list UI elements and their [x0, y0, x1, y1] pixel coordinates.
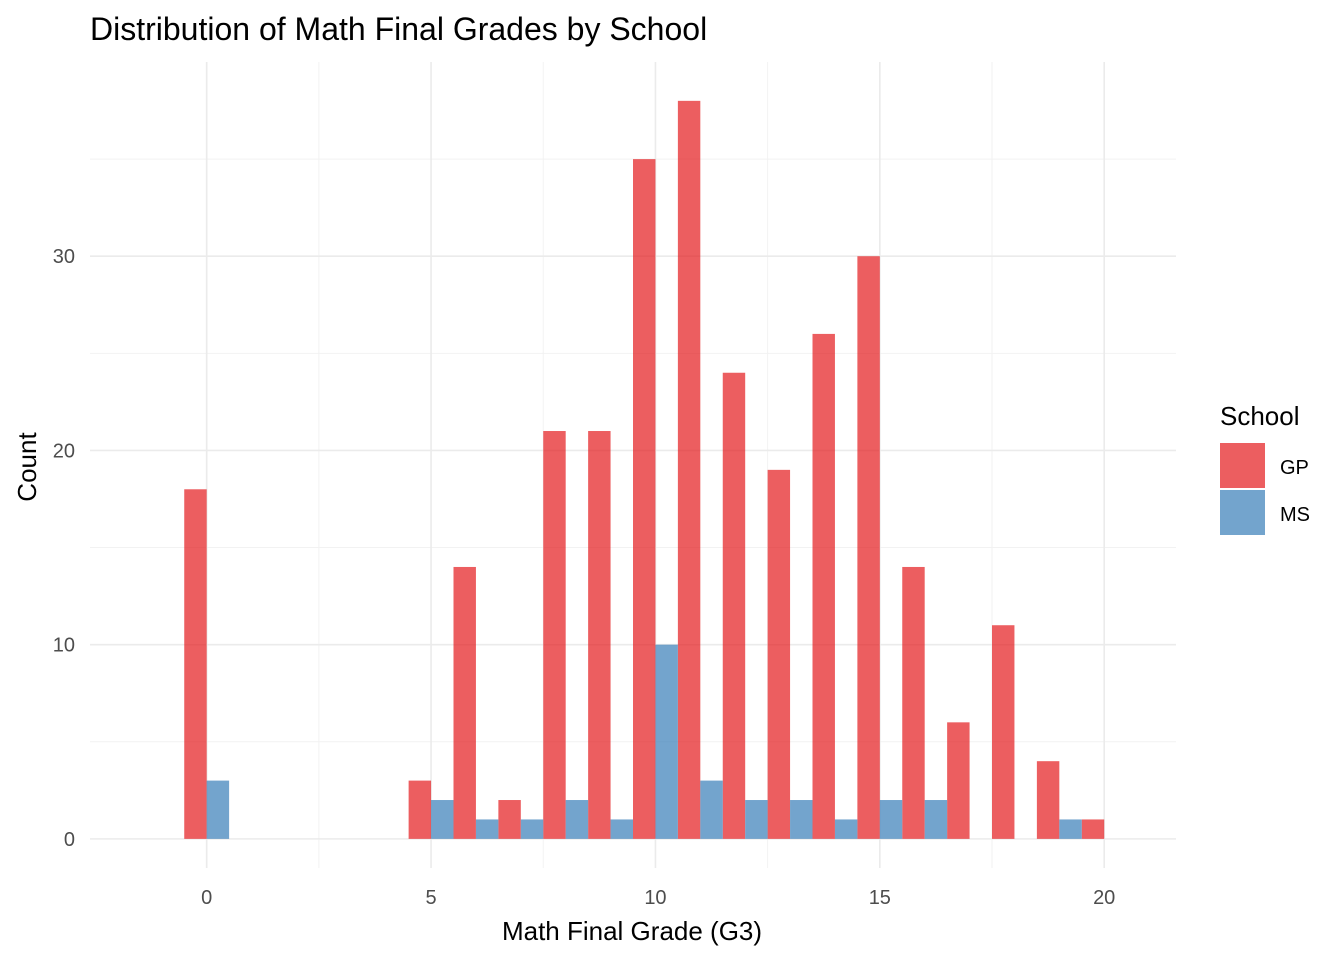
bar-gp-grade-14	[812, 333, 835, 839]
x-axis-label: Math Final Grade (G3)	[502, 916, 762, 946]
bar-gp-grade-8	[543, 431, 566, 839]
legend-key-gp	[1220, 443, 1265, 488]
x-tick-label: 10	[644, 887, 666, 909]
bar-ms-grade-19	[1059, 819, 1082, 839]
bar-ms-grade-14	[834, 819, 858, 839]
bar-ms-grade-0	[206, 780, 230, 839]
bar-gp-grade-19	[1036, 761, 1060, 839]
x-axis-ticks: 0 5 10 15 20	[201, 887, 1115, 909]
bar-ms-grade-8	[565, 800, 589, 839]
bars	[184, 100, 1105, 839]
bar-gp-grade-13	[767, 469, 791, 839]
bar-ms-grade-13	[790, 800, 813, 839]
bar-gp-grade-0	[184, 489, 207, 839]
bar-gp-grade-17	[947, 722, 970, 839]
y-tick-label: 0	[64, 829, 75, 851]
bar-gp-grade-12	[722, 372, 746, 839]
x-tick-label: 5	[425, 887, 436, 909]
bar-gp-grade-16	[902, 566, 925, 839]
bar-gp-grade-20	[1081, 819, 1105, 839]
y-tick-label: 30	[53, 246, 75, 268]
x-tick-label: 15	[869, 887, 891, 909]
bar-gp-grade-9	[588, 431, 611, 839]
bar-ms-grade-12	[745, 800, 768, 839]
bar-gp-grade-6	[453, 566, 476, 839]
bar-gp-grade-5	[408, 780, 432, 839]
bar-gp-grade-7	[498, 800, 521, 839]
bar-gp-grade-10	[633, 159, 656, 839]
legend-title: School	[1220, 401, 1300, 431]
bar-ms-grade-16	[924, 800, 948, 839]
y-axis-label: Count	[12, 432, 42, 502]
bar-gp-grade-18	[992, 625, 1015, 839]
y-tick-label: 20	[53, 440, 75, 462]
bar-gp-grade-15	[857, 256, 880, 839]
chart-title: Distribution of Math Final Grades by Sch…	[90, 11, 707, 47]
bar-ms-grade-9	[610, 819, 633, 839]
legend-label-ms: MS	[1280, 504, 1310, 526]
bar-ms-grade-6	[475, 819, 499, 839]
x-tick-label: 0	[201, 887, 212, 909]
legend-key-ms	[1220, 490, 1265, 535]
bar-gp-grade-11	[677, 100, 701, 839]
bar-ms-grade-7	[520, 819, 544, 839]
y-tick-label: 10	[53, 635, 75, 657]
x-tick-label: 20	[1093, 887, 1115, 909]
legend-label-gp: GP	[1280, 457, 1309, 479]
legend: School GP MS	[1220, 401, 1310, 535]
bar-ms-grade-10	[655, 644, 678, 839]
y-axis-ticks: 0 10 20 30	[53, 246, 75, 851]
bar-ms-grade-11	[700, 780, 723, 839]
bar-ms-grade-15	[879, 800, 903, 839]
bar-ms-grade-5	[431, 800, 454, 839]
